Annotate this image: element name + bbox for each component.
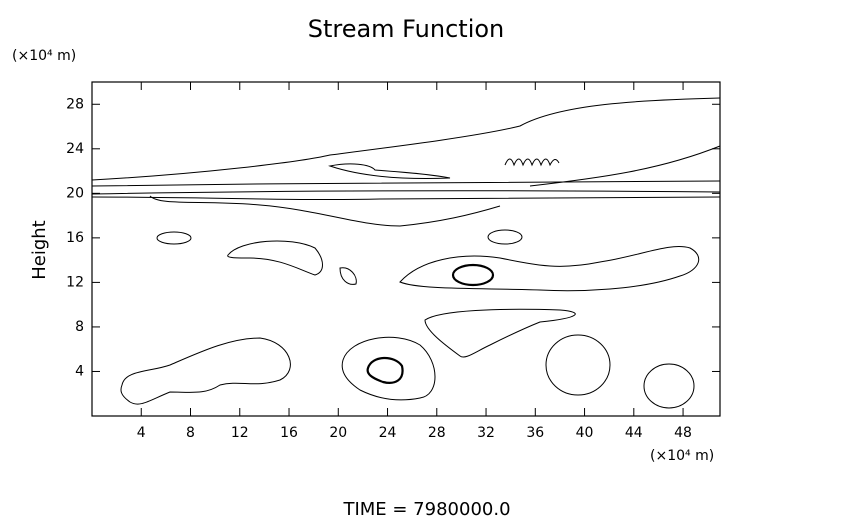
- x-tick-label: 32: [477, 425, 495, 441]
- y-tick-label: 24: [66, 141, 84, 157]
- footer: TIME = 7980000.0: [342, 499, 510, 519]
- y-tick-label: 20: [66, 185, 84, 201]
- x-tick-label: 40: [576, 425, 594, 441]
- x-tick-label: 36: [526, 425, 544, 441]
- x-tick-label: 12: [231, 425, 249, 441]
- x-unit: (×10⁴ m): [650, 448, 714, 464]
- y-tick-label: 8: [75, 319, 84, 335]
- y-tick-label: 4: [75, 363, 84, 379]
- x-tick-label: 20: [329, 425, 347, 441]
- x-tick-label: 48: [674, 425, 692, 441]
- x-tick-label: 44: [625, 425, 643, 441]
- y-unit: (×10⁴ m): [12, 48, 76, 64]
- x-tick-label: 24: [379, 425, 397, 441]
- plot-frame: [91, 81, 721, 417]
- x-tick-label: 16: [280, 425, 298, 441]
- y-tick-label: 12: [66, 274, 84, 290]
- x-tick-label: 4: [137, 425, 146, 441]
- y-tick-label: 16: [66, 230, 84, 246]
- chart-title: Stream Function: [308, 15, 505, 43]
- y-axis-label: Height: [29, 220, 50, 280]
- y-tick-label: 28: [66, 96, 84, 112]
- contours: [91, 97, 721, 409]
- x-tick-label: 28: [428, 425, 446, 441]
- x-tick-label: 8: [186, 425, 195, 441]
